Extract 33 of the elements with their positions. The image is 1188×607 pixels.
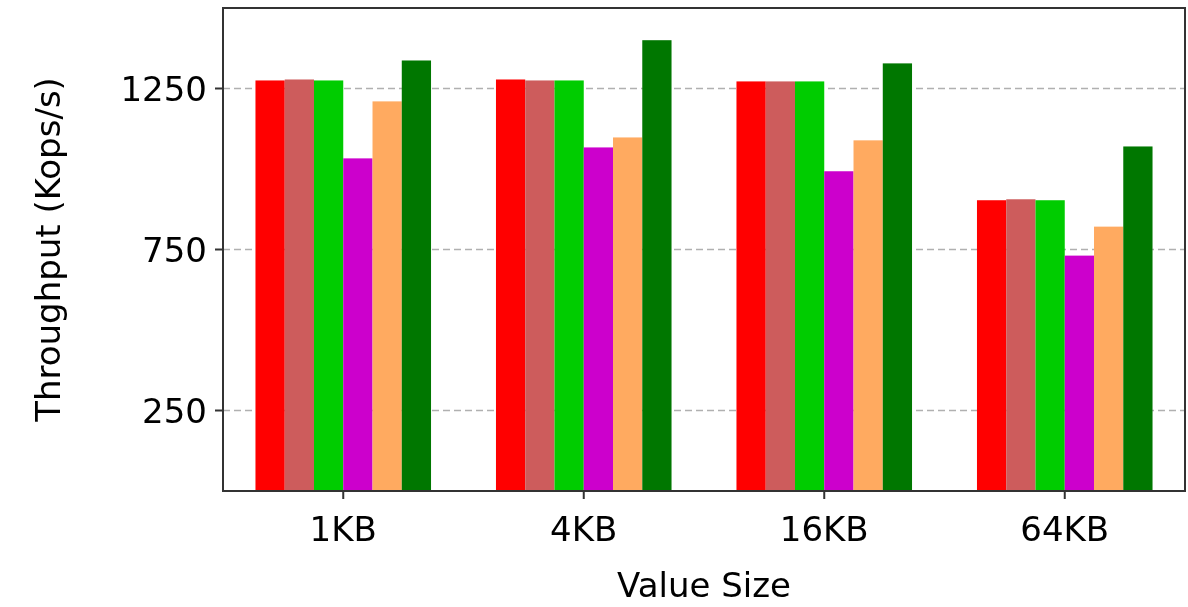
bar <box>255 80 285 491</box>
y-tick-label: 250 <box>142 390 207 431</box>
bar <box>853 140 883 491</box>
bar <box>765 81 795 491</box>
bar <box>736 81 766 491</box>
x-axis-title: Value Size <box>617 565 791 605</box>
bar <box>554 80 584 491</box>
bar <box>1006 199 1036 491</box>
bar <box>1123 146 1153 491</box>
y-tick-label: 1250 <box>120 68 207 109</box>
bar <box>313 80 344 491</box>
bar <box>525 80 555 491</box>
bar <box>794 81 825 491</box>
y-tick-label: 750 <box>142 229 207 270</box>
bar <box>1035 200 1065 491</box>
bar <box>495 79 526 491</box>
bar <box>583 147 614 491</box>
bar <box>1064 255 1095 491</box>
bar <box>882 63 913 491</box>
x-tick-label: 64KB <box>1020 509 1110 549</box>
bar <box>613 137 643 491</box>
bar <box>372 101 402 491</box>
bar <box>1094 226 1124 491</box>
y-axis-title: Throughput (Kops/s) <box>28 77 68 423</box>
bar <box>401 60 432 491</box>
x-tick-label: 4KB <box>550 509 618 549</box>
x-tick-label: 16KB <box>779 509 869 549</box>
bar <box>343 158 373 491</box>
bar <box>976 200 1007 491</box>
bar <box>642 40 672 491</box>
x-tick-label: 1KB <box>309 509 377 549</box>
bar <box>284 79 314 491</box>
bar <box>824 171 854 491</box>
